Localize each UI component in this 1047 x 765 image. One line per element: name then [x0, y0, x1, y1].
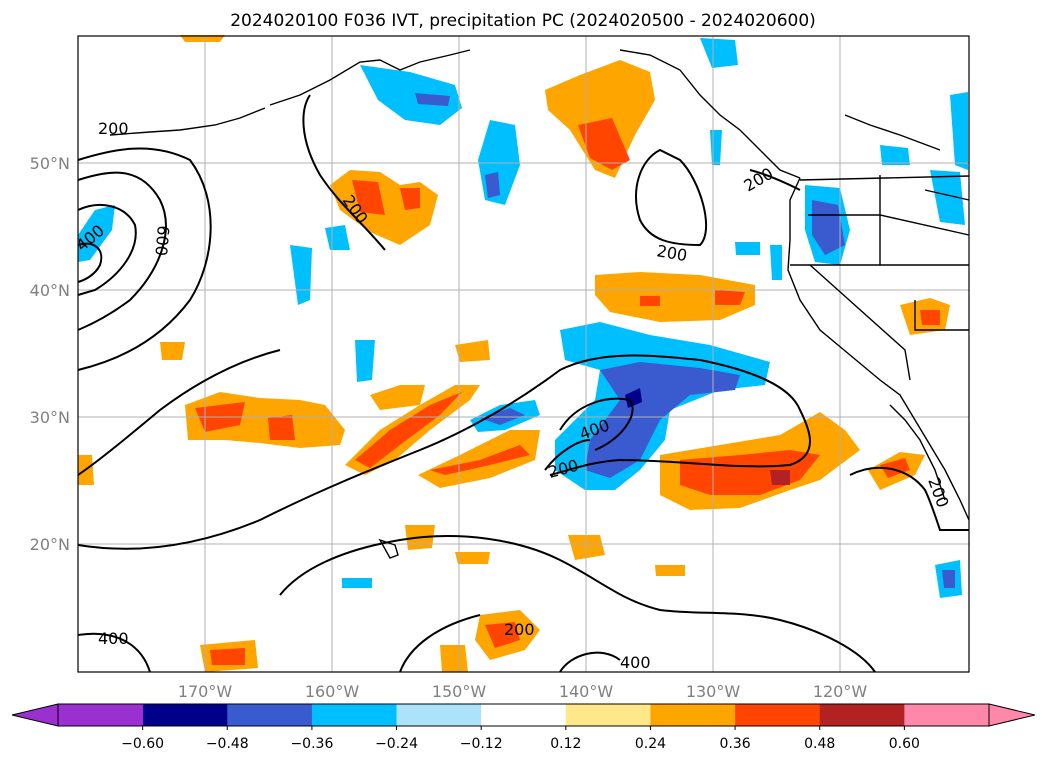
map-border: [77, 35, 970, 673]
colorbar-cell: [735, 704, 821, 726]
lat-label: 30°N: [30, 408, 70, 427]
longitude-labels: 170°W 160°W 150°W 140°W 130°W 120°W: [178, 682, 868, 701]
contour-label: 200: [98, 119, 129, 138]
lat-label: 40°N: [30, 281, 70, 300]
contour-label: 600: [151, 225, 173, 257]
colorbar-cell: [142, 704, 228, 726]
lon-label: 130°W: [686, 682, 741, 701]
colorbar-tick-label: 0.36: [720, 736, 751, 752]
colorbar-tick-label: −0.60: [121, 736, 164, 752]
colorbar: −0.60 −0.48 −0.36 −0.24 −0.12 0.12 0.24 0.36 0.4…: [11, 703, 1036, 752]
colorbar-tick-label: 0.12: [550, 736, 581, 752]
lat-label: 20°N: [30, 535, 70, 554]
colorbar-cell: [396, 704, 482, 726]
colorbar-tick-label: −0.24: [375, 736, 418, 752]
colorbar-tick-label: 0.24: [635, 736, 666, 752]
colorbar-cell: [565, 704, 651, 726]
lon-label: 160°W: [305, 682, 360, 701]
colorbar-tick-label: 0.48: [804, 736, 835, 752]
lat-label: 50°N: [30, 154, 70, 173]
graticule: [78, 36, 969, 672]
map-panel: 200 200 200 200 200 200 200 400 400 400 …: [72, 35, 970, 673]
contour-label: 200: [504, 620, 535, 639]
colorbar-tick-label: 0.60: [889, 736, 920, 752]
colorbar-cell: [311, 704, 398, 726]
lon-label: 140°W: [559, 682, 614, 701]
colorbar-tick-label: −0.48: [206, 736, 249, 752]
contour-label: 400: [620, 653, 651, 672]
colorbar-extend-high: [988, 703, 1036, 727]
colorbar-outline: [57, 703, 990, 727]
colorbar-tick-label: −0.36: [290, 736, 333, 752]
colorbar-cell: [650, 704, 736, 726]
colorbar-cell: [58, 704, 144, 726]
colorbar-cell: [904, 704, 989, 726]
colorbar-cell: [227, 704, 313, 726]
lon-label: 120°W: [813, 682, 868, 701]
lon-label: 170°W: [178, 682, 233, 701]
coastlines: [109, 49, 970, 559]
colorbar-extend-low: [11, 703, 59, 727]
precipitation-shading: [78, 35, 968, 672]
colorbar-cell: [481, 704, 567, 726]
map-title: 2024020100 F036 IVT, precipitation PC (2…: [230, 11, 816, 31]
contour-label: 400: [98, 629, 129, 648]
lon-label: 150°W: [432, 682, 487, 701]
colorbar-tick-label: −0.12: [460, 736, 503, 752]
colorbar-cell: [819, 704, 905, 726]
latitude-labels: 50°N 40°N 30°N 20°N: [30, 154, 70, 554]
ivt-contours: [77, 94, 969, 673]
